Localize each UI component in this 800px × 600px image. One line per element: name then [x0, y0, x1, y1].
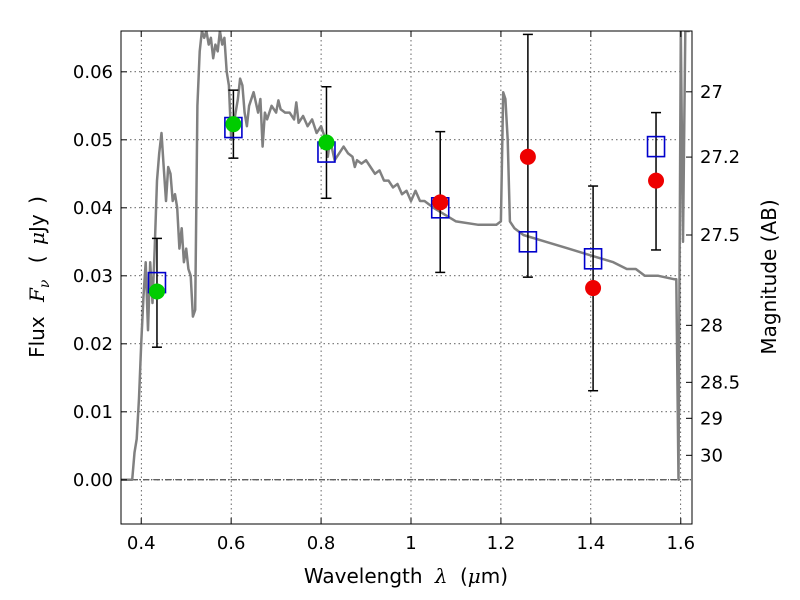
model-flux-square	[646, 135, 666, 158]
model-spectrum-line	[121, 31, 690, 482]
observed-flux-green-dot	[318, 134, 335, 151]
grid-lines	[121, 31, 692, 524]
y-axis-label: Flux Fν ( μJy )	[25, 196, 54, 358]
magnitude-tick-label: 30	[700, 445, 723, 466]
y-tick-label: 0.01	[73, 402, 113, 423]
magnitude-tick-label: 27	[700, 82, 723, 103]
observed-flux-markers	[148, 116, 665, 300]
model-flux-markers	[147, 116, 666, 294]
x-tick-label: 1.2	[487, 533, 516, 554]
x-axis-label: Wavelength λ (μm)	[304, 564, 508, 588]
x-tick-label: 1	[405, 533, 416, 554]
observed-flux-red-dot	[432, 194, 449, 211]
magnitude-tick-label: 29	[700, 408, 723, 429]
model-flux-square	[518, 231, 538, 253]
magnitude-tick-label: 28	[700, 315, 723, 336]
x-tick-label: 1.6	[666, 533, 695, 554]
x-tick-label: 0.8	[307, 533, 336, 554]
axis-ticks: 0.4 0.6 0.8 1 1.2 1.4 1.6 0.00 0.01 0.02 0.03 0.04 0…	[73, 31, 740, 554]
y-tick-label: 0.05	[73, 130, 113, 151]
x-tick-label: 0.6	[217, 533, 246, 554]
observed-flux-red-dot	[648, 172, 665, 189]
magnitude-tick-label: 28.5	[700, 372, 740, 393]
magnitude-tick-label: 27.2	[700, 147, 740, 168]
observed-flux-green-dot	[225, 116, 242, 133]
y-tick-label: 0.00	[73, 470, 113, 491]
y-tick-label: 0.06	[73, 62, 113, 83]
model-spectrum	[121, 31, 690, 482]
x-tick-label: 0.4	[127, 533, 156, 554]
model-flux-square	[583, 248, 603, 270]
observed-flux-green-dot	[148, 283, 165, 300]
magnitude-tick-label: 27.5	[700, 225, 740, 246]
y-tick-label: 0.04	[73, 198, 113, 219]
y-tick-label: 0.03	[73, 266, 113, 287]
observed-flux-red-dot	[585, 280, 602, 297]
y-tick-label: 0.02	[73, 334, 113, 355]
observed-flux-red-dot	[519, 148, 536, 165]
x-tick-label: 1.4	[577, 533, 606, 554]
plot-frame	[120, 30, 693, 525]
magnitude-axis-label: Magnitude (AB)	[757, 199, 781, 354]
